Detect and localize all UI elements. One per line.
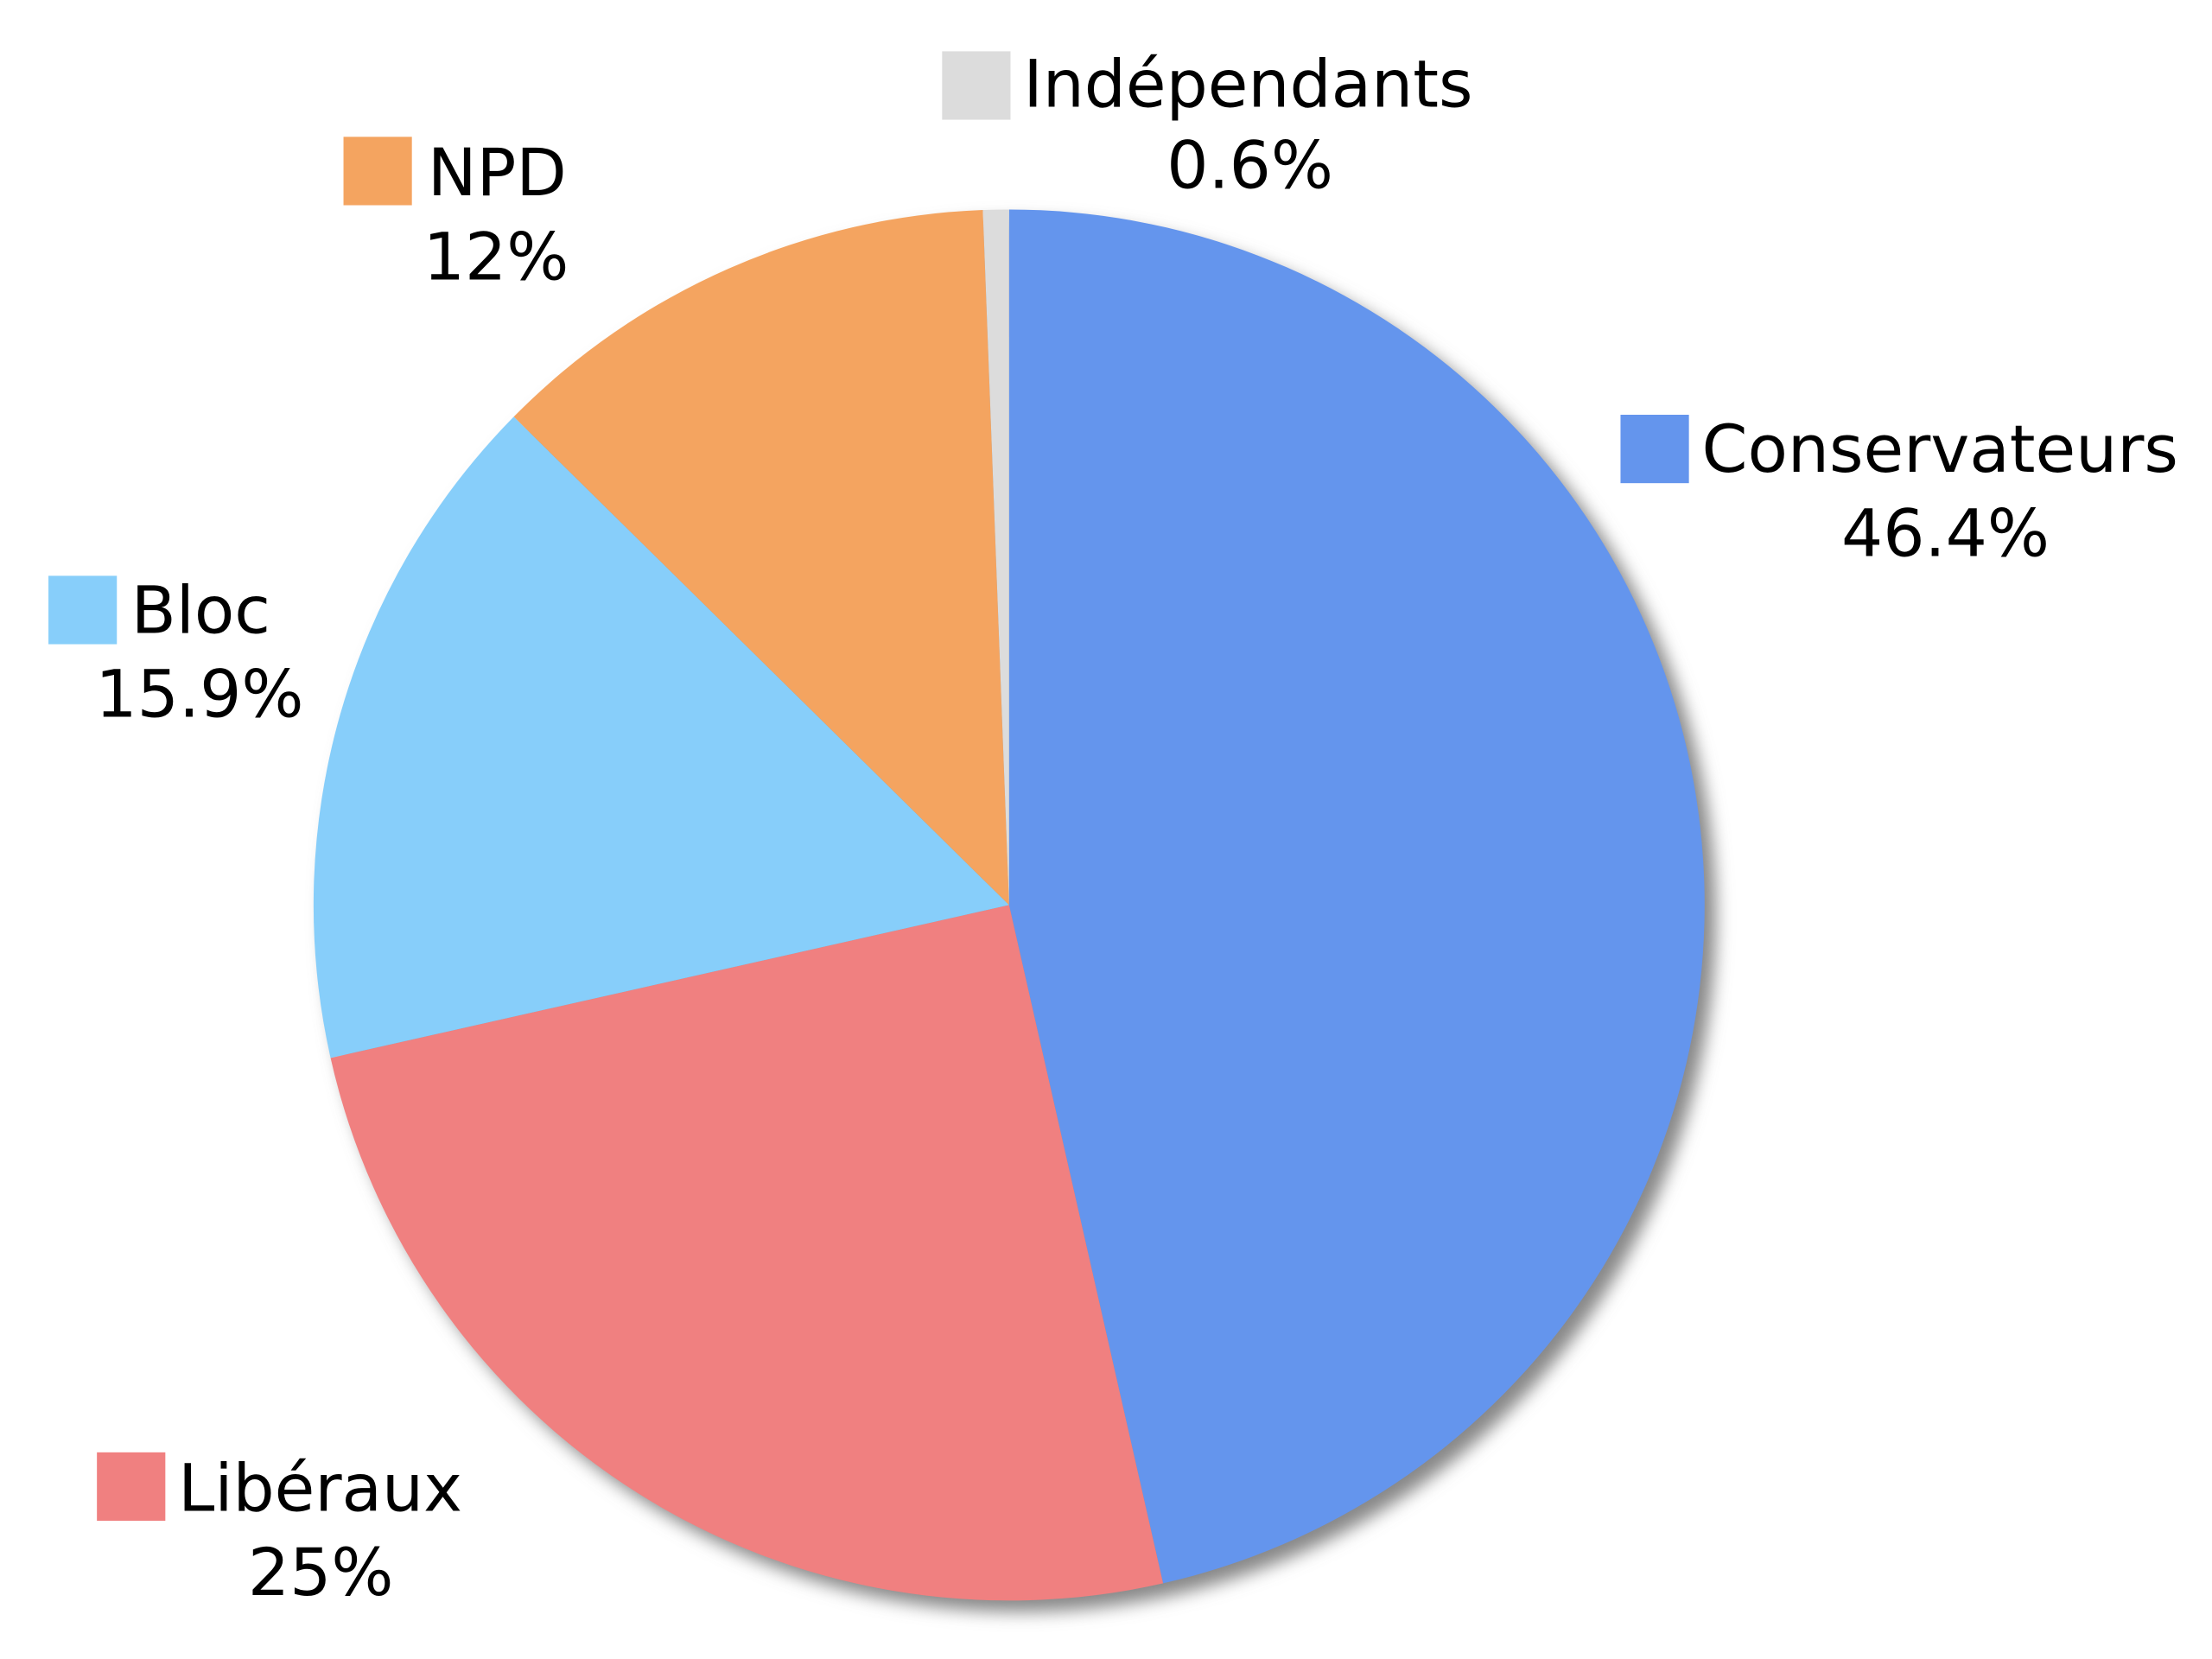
slice-name-label: Libéraux: [178, 1450, 462, 1526]
pie-slice-2: [313, 416, 1009, 1058]
legend-swatch-1: [97, 1452, 166, 1521]
slice-name-label: NPD: [428, 135, 567, 211]
slice-value-label: 46.4%: [1841, 495, 2050, 571]
slice-value-label: 12%: [423, 219, 569, 295]
slice-name-label: Indépendants: [1023, 47, 1472, 123]
pie-slice-4: [982, 209, 1009, 906]
legend-swatch-3: [343, 137, 412, 206]
pie-slice-1: [330, 905, 1164, 1601]
slice-value-label: 25%: [248, 1535, 394, 1611]
legend-swatch-2: [48, 575, 118, 645]
pie-slice-3: [513, 210, 1009, 906]
legend-swatch-0: [1620, 415, 1689, 484]
legend-swatch-4: [942, 51, 1011, 120]
slice-name-label: Bloc: [131, 572, 270, 648]
slice-value-label: 0.6%: [1166, 128, 1333, 204]
slice-value-label: 15.9%: [95, 657, 303, 733]
pie-slice-0: [1008, 209, 1705, 1584]
slice-name-label: Conservateurs: [1701, 411, 2177, 487]
